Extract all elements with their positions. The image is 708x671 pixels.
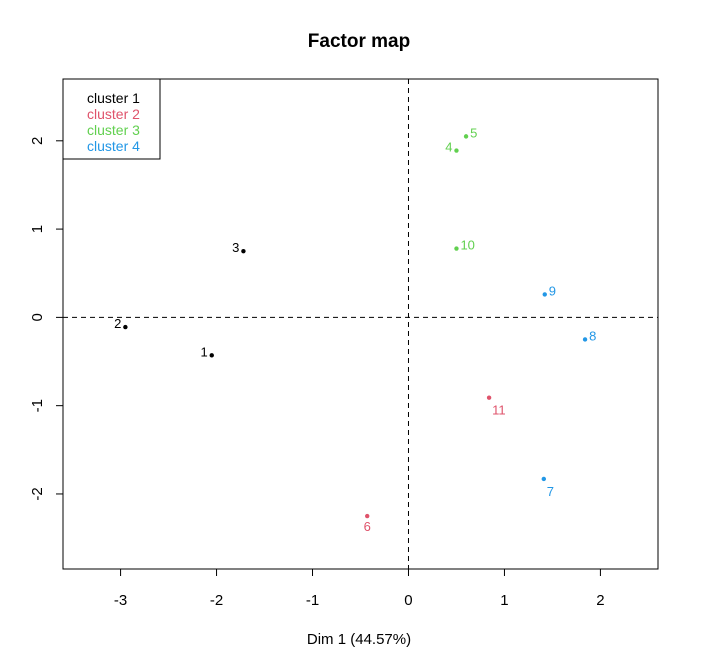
- x-axis: -3 -2 -1 0 1 2: [114, 568, 605, 609]
- point-10: [454, 246, 459, 251]
- point-label-4: 4: [445, 140, 452, 155]
- y-tick-label: 1: [29, 225, 46, 233]
- point-11: [486, 395, 492, 400]
- data-points: 1 2 3 6 11 4 5 10 7 8 9: [114, 125, 596, 534]
- y-tick-label: -1: [29, 399, 46, 412]
- x-tick-label: -3: [114, 592, 127, 609]
- point-label-6: 6: [364, 519, 371, 534]
- point-5: [463, 134, 469, 139]
- x-tick-label: 2: [596, 592, 604, 609]
- legend-entry: cluster 3: [87, 122, 140, 138]
- point-8: [582, 337, 588, 342]
- point-2: [123, 324, 128, 330]
- point-label-8: 8: [589, 328, 596, 343]
- chart-title: Factor map: [308, 31, 410, 52]
- point-label-2: 2: [114, 316, 121, 331]
- point-label-9: 9: [549, 283, 556, 298]
- legend-entry: cluster 1: [87, 90, 140, 106]
- point-label-5: 5: [470, 125, 477, 140]
- point-1: [209, 353, 214, 358]
- legend-box: [62, 78, 161, 160]
- x-tick-label: -1: [306, 592, 319, 609]
- point-4: [454, 148, 459, 153]
- legend-entry: cluster 4: [87, 138, 140, 154]
- point-label-10: 10: [460, 238, 474, 253]
- y-tick-label: -2: [29, 487, 46, 500]
- y-axis: -2 -1 0 1 2: [29, 137, 64, 501]
- point-9: [542, 292, 547, 297]
- point-7: [541, 476, 546, 482]
- legend-entry: cluster 2: [87, 106, 140, 122]
- y-tick-label: 0: [29, 313, 46, 321]
- point-3: [241, 248, 246, 254]
- point-label-3: 3: [232, 240, 239, 255]
- point-label-7: 7: [547, 484, 554, 499]
- reference-lines: [63, 79, 658, 569]
- x-tick-label: -2: [210, 592, 223, 609]
- point-label-11: 11: [492, 403, 506, 418]
- y-tick-label: 2: [29, 137, 46, 145]
- point-6: [365, 513, 370, 519]
- x-tick-label: 1: [500, 592, 508, 609]
- x-tick-label: 0: [404, 592, 412, 609]
- point-label-1: 1: [201, 344, 208, 359]
- x-axis-label: Dim 1 (44.57%): [307, 631, 411, 648]
